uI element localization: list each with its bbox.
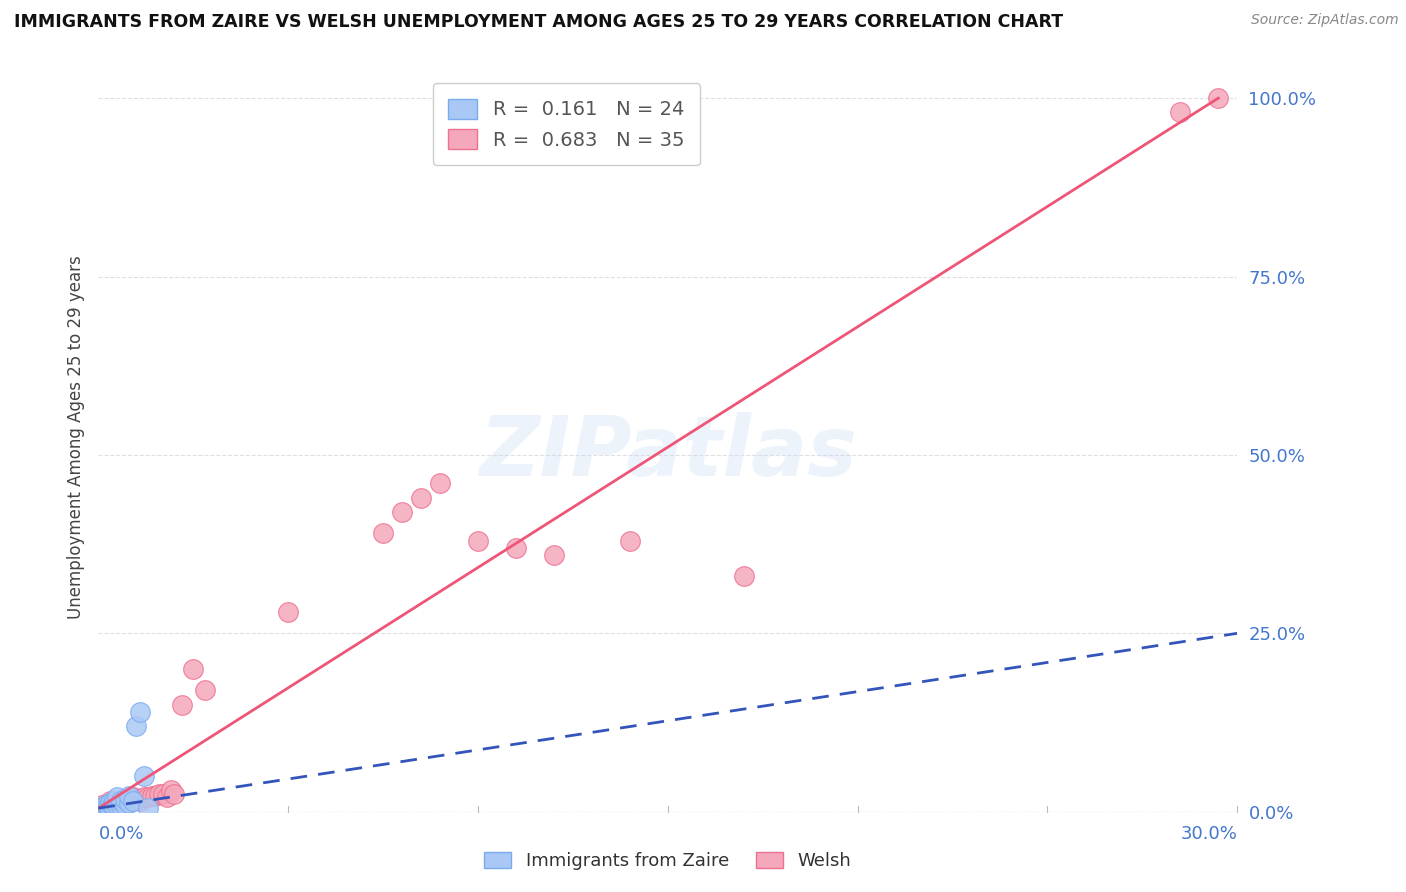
Point bbox=[107, 797, 129, 812]
Text: IMMIGRANTS FROM ZAIRE VS WELSH UNEMPLOYMENT AMONG AGES 25 TO 29 YEARS CORRELATIO: IMMIGRANTS FROM ZAIRE VS WELSH UNEMPLOYM… bbox=[14, 13, 1063, 31]
Legend: Immigrants from Zaire, Welsh: Immigrants from Zaire, Welsh bbox=[477, 845, 859, 878]
Point bbox=[98, 801, 121, 815]
Point bbox=[110, 794, 132, 808]
Point bbox=[159, 783, 181, 797]
Point bbox=[91, 801, 114, 815]
Point bbox=[93, 799, 115, 814]
Point bbox=[170, 698, 193, 712]
Point bbox=[118, 789, 141, 803]
Point bbox=[132, 790, 155, 805]
Point bbox=[467, 533, 489, 548]
Point bbox=[94, 799, 117, 814]
Point bbox=[136, 790, 159, 805]
Point bbox=[733, 569, 755, 583]
Point bbox=[103, 796, 125, 810]
Point bbox=[100, 797, 122, 812]
Point bbox=[110, 799, 132, 814]
Point bbox=[156, 790, 179, 805]
Point bbox=[110, 794, 132, 808]
Point bbox=[98, 796, 121, 810]
Point bbox=[107, 790, 129, 805]
Point bbox=[1170, 105, 1192, 120]
Point bbox=[94, 797, 117, 812]
Point bbox=[152, 787, 174, 801]
Point bbox=[118, 794, 141, 808]
Point bbox=[194, 683, 217, 698]
Point bbox=[121, 790, 143, 805]
Point bbox=[1208, 91, 1230, 105]
Point bbox=[103, 799, 125, 814]
Text: ZIPatlas: ZIPatlas bbox=[479, 411, 856, 492]
Text: Source: ZipAtlas.com: Source: ZipAtlas.com bbox=[1251, 13, 1399, 28]
Point bbox=[89, 801, 111, 815]
Point bbox=[619, 533, 641, 548]
Point bbox=[91, 797, 114, 812]
Point bbox=[163, 787, 186, 801]
Point bbox=[125, 792, 148, 806]
Point bbox=[107, 796, 129, 810]
Point bbox=[277, 605, 299, 619]
Point bbox=[141, 789, 163, 803]
Point bbox=[145, 789, 167, 803]
Point bbox=[98, 794, 121, 808]
Point bbox=[118, 796, 141, 810]
Point bbox=[148, 787, 170, 801]
Point bbox=[125, 719, 148, 733]
Point bbox=[121, 794, 143, 808]
Point bbox=[429, 476, 451, 491]
Text: 30.0%: 30.0% bbox=[1181, 825, 1237, 843]
Text: 0.0%: 0.0% bbox=[98, 825, 143, 843]
Point bbox=[129, 794, 152, 808]
Point bbox=[129, 705, 152, 719]
Point bbox=[114, 792, 136, 806]
Point bbox=[103, 794, 125, 808]
Y-axis label: Unemployment Among Ages 25 to 29 years: Unemployment Among Ages 25 to 29 years bbox=[66, 255, 84, 619]
Point bbox=[543, 548, 565, 562]
Point bbox=[132, 769, 155, 783]
Point bbox=[114, 797, 136, 812]
Point bbox=[97, 799, 120, 814]
Point bbox=[183, 662, 205, 676]
Point bbox=[94, 801, 117, 815]
Point bbox=[505, 541, 527, 555]
Point bbox=[371, 526, 394, 541]
Point bbox=[114, 792, 136, 806]
Point bbox=[411, 491, 433, 505]
Point bbox=[136, 801, 159, 815]
Point bbox=[391, 505, 413, 519]
